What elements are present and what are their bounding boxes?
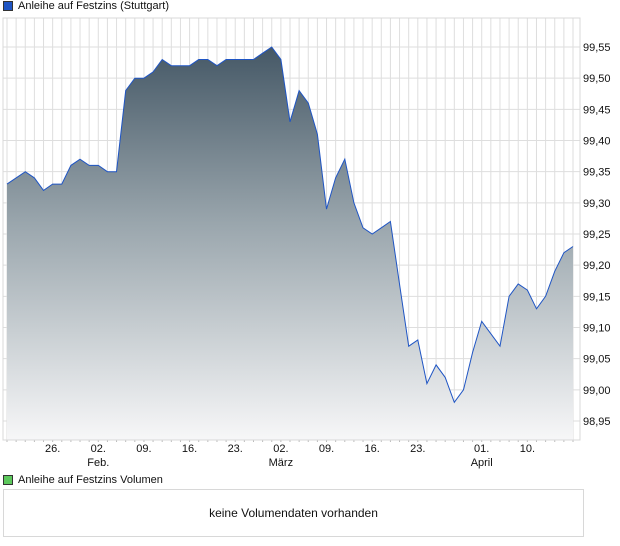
x-tick-label: 16. bbox=[182, 443, 197, 455]
y-tick-label: 99,50 bbox=[583, 73, 611, 85]
y-tick-label: 99,25 bbox=[583, 229, 611, 241]
y-tick-label: 99,20 bbox=[583, 260, 611, 272]
volume-legend: Anleihe auf Festzins Volumen bbox=[3, 474, 163, 486]
price-legend-swatch bbox=[3, 1, 13, 11]
x-tick-label: 09. bbox=[319, 443, 334, 455]
x-tick-label: 09. bbox=[136, 443, 151, 455]
x-tick-label: 16. bbox=[365, 443, 380, 455]
y-tick-label: 99,05 bbox=[583, 354, 611, 366]
x-tick-label: 26. bbox=[45, 443, 60, 455]
y-tick-label: 99,55 bbox=[583, 42, 611, 54]
x-tick-label: 23. bbox=[228, 443, 243, 455]
y-tick-label: 99,10 bbox=[583, 323, 611, 335]
volume-panel: keine Volumendaten vorhanden bbox=[3, 489, 584, 537]
y-tick-label: 99,00 bbox=[583, 385, 611, 397]
y-tick-label: 99,15 bbox=[583, 291, 611, 303]
x-month-label: Feb. bbox=[87, 457, 109, 469]
x-tick-label: 02. bbox=[91, 443, 106, 455]
x-tick-label: 23. bbox=[410, 443, 425, 455]
x-tick-label: 01. bbox=[474, 443, 489, 455]
price-area bbox=[7, 47, 573, 440]
y-tick-label: 99,40 bbox=[583, 136, 611, 148]
y-tick-label: 99,45 bbox=[583, 104, 611, 116]
y-tick-label: 98,95 bbox=[583, 416, 611, 428]
price-chart: 98,95 99,00 99,05 99,10 99,15 99,20 99,25 99,30… bbox=[2, 17, 611, 469]
y-tick-label: 99,30 bbox=[583, 198, 611, 210]
x-tick-label: 02. bbox=[273, 443, 288, 455]
price-legend-label: Anleihe auf Festzins (Stuttgart) bbox=[18, 0, 170, 12]
no-volume-message: keine Volumendaten vorhanden bbox=[209, 506, 378, 520]
y-tick-label: 99,35 bbox=[583, 167, 611, 179]
price-line bbox=[6, 46, 574, 404]
volume-legend-swatch bbox=[3, 475, 13, 485]
x-tick-label: 10. bbox=[520, 443, 535, 455]
x-month-label: April bbox=[471, 457, 493, 469]
price-legend: Anleihe auf Festzins (Stuttgart) bbox=[3, 0, 169, 12]
volume-legend-label: Anleihe auf Festzins Volumen bbox=[18, 474, 163, 486]
x-month-label: März bbox=[269, 457, 293, 469]
plot-border bbox=[2, 17, 581, 441]
